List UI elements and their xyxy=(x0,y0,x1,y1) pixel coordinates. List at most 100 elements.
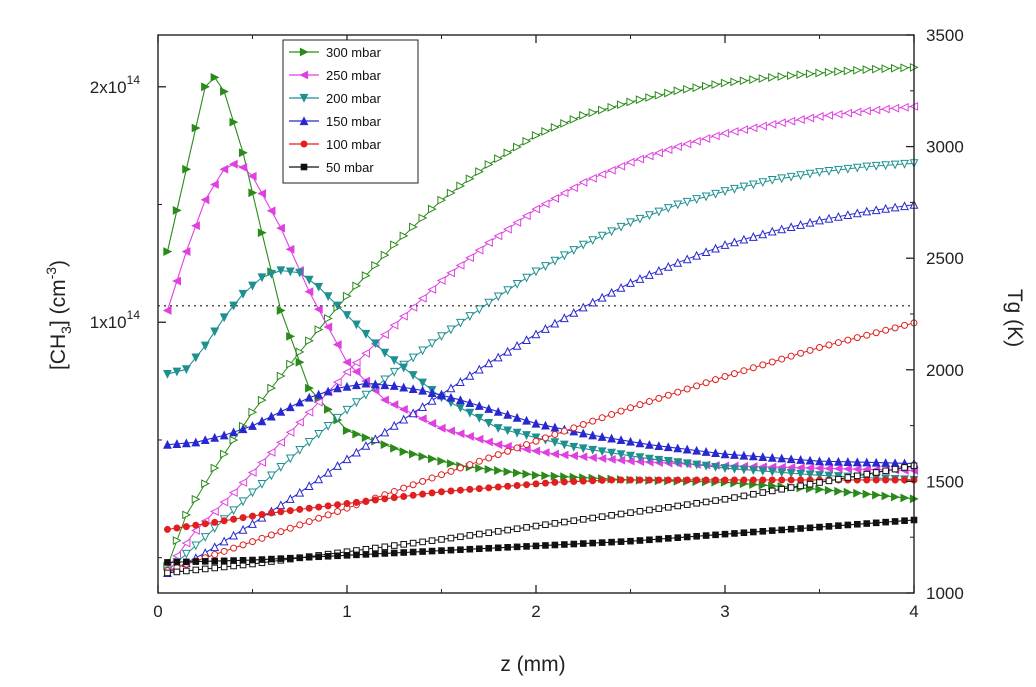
tg-point xyxy=(579,110,588,120)
ch3-point xyxy=(522,415,531,425)
tg-point xyxy=(607,102,617,112)
tg-point xyxy=(627,509,634,516)
ch3-point xyxy=(627,537,634,545)
tg-point xyxy=(844,474,852,481)
tg-point xyxy=(711,189,720,199)
ch3-point xyxy=(418,452,428,461)
ch3-point xyxy=(777,453,787,463)
tg-point xyxy=(608,512,615,519)
tg-point xyxy=(257,395,267,405)
ch3-point xyxy=(457,546,464,553)
ch3-point xyxy=(589,539,597,547)
right-tick-label: 1000 xyxy=(926,584,964,603)
ch3-point xyxy=(182,164,192,174)
tg-point xyxy=(844,336,852,344)
ch3-point xyxy=(834,486,844,496)
tg-point xyxy=(446,268,456,278)
ch3-point xyxy=(390,494,398,502)
tg-point xyxy=(598,105,607,115)
ch3-point xyxy=(532,480,540,488)
tg-point xyxy=(550,122,560,132)
ch3-point xyxy=(531,470,541,480)
tg-point xyxy=(748,180,758,190)
tg-point xyxy=(691,136,701,146)
ch3-point xyxy=(663,457,673,466)
ch3-point xyxy=(825,523,833,530)
tg-point xyxy=(597,231,607,241)
tg-point xyxy=(342,291,352,301)
tg-point xyxy=(210,542,220,552)
ch3-point xyxy=(523,543,530,550)
tg-point xyxy=(324,511,332,519)
ch3-point xyxy=(287,554,294,562)
tg-point xyxy=(523,441,531,449)
ch3-point xyxy=(209,180,219,189)
ch3-point xyxy=(438,547,445,554)
tg-point xyxy=(759,361,767,369)
ch3-point xyxy=(474,401,484,410)
tg-point xyxy=(750,490,757,498)
tg-point xyxy=(720,240,730,249)
legend-label: 100 mbar xyxy=(326,137,382,152)
ch3-point xyxy=(183,558,190,566)
ch3-line xyxy=(166,76,915,500)
left-y-title-part-a: [CH xyxy=(47,334,70,370)
ch3-point xyxy=(597,454,607,463)
ch3-point xyxy=(494,483,502,491)
left-y-title-part-c: ) xyxy=(47,260,70,267)
tg-point xyxy=(550,193,559,203)
tg-point xyxy=(484,160,494,169)
tg-point xyxy=(249,538,256,546)
ch3-point xyxy=(531,433,541,443)
tg-point xyxy=(899,102,909,112)
tg-point xyxy=(541,262,550,271)
tg-point xyxy=(361,390,371,400)
tg-point xyxy=(598,513,606,520)
ch3-point xyxy=(295,397,305,407)
tg-point xyxy=(587,173,597,183)
tg-point xyxy=(418,346,428,356)
legend-marker xyxy=(300,140,308,148)
tg-point xyxy=(513,444,521,452)
ch3-point xyxy=(352,320,361,330)
left-tick-label: 2x1014 xyxy=(90,73,141,97)
ch3-point xyxy=(494,544,502,552)
tg-point xyxy=(805,69,815,79)
tg-point xyxy=(485,529,493,537)
ch3-point xyxy=(286,331,296,341)
tg-point xyxy=(352,398,361,408)
tg-point xyxy=(446,188,456,198)
ch3-point xyxy=(162,306,172,315)
tg-point xyxy=(853,65,863,75)
tg-point xyxy=(484,238,493,247)
tg-point xyxy=(181,538,191,548)
left-tick-mantissa: 1x10 xyxy=(90,313,127,332)
tg-point xyxy=(257,458,267,467)
tg-point xyxy=(636,401,644,409)
ch3-point xyxy=(682,459,692,469)
ch3-point xyxy=(513,481,521,489)
tg-point xyxy=(409,539,417,547)
tg-point xyxy=(682,139,692,149)
tg-point xyxy=(210,463,220,473)
tg-point xyxy=(767,175,777,185)
ch3-point xyxy=(211,518,219,526)
tg-point xyxy=(314,325,324,335)
ch3-point xyxy=(466,485,474,493)
ch3-point xyxy=(550,438,560,448)
tg-point xyxy=(523,524,530,531)
x-tick-label: 1 xyxy=(342,602,351,621)
tg-point xyxy=(304,481,314,490)
ch3-point xyxy=(285,402,295,412)
ch3-point xyxy=(863,520,871,527)
tg-point xyxy=(787,71,796,81)
ch3-point xyxy=(655,476,663,484)
tg-point xyxy=(777,224,787,234)
tg-point xyxy=(797,482,804,490)
tg-point xyxy=(465,253,474,263)
ch3-point xyxy=(371,496,379,504)
ch3-point xyxy=(881,458,891,467)
tg-point xyxy=(466,461,474,469)
ch3-point xyxy=(210,72,220,82)
tg-point xyxy=(474,364,484,374)
